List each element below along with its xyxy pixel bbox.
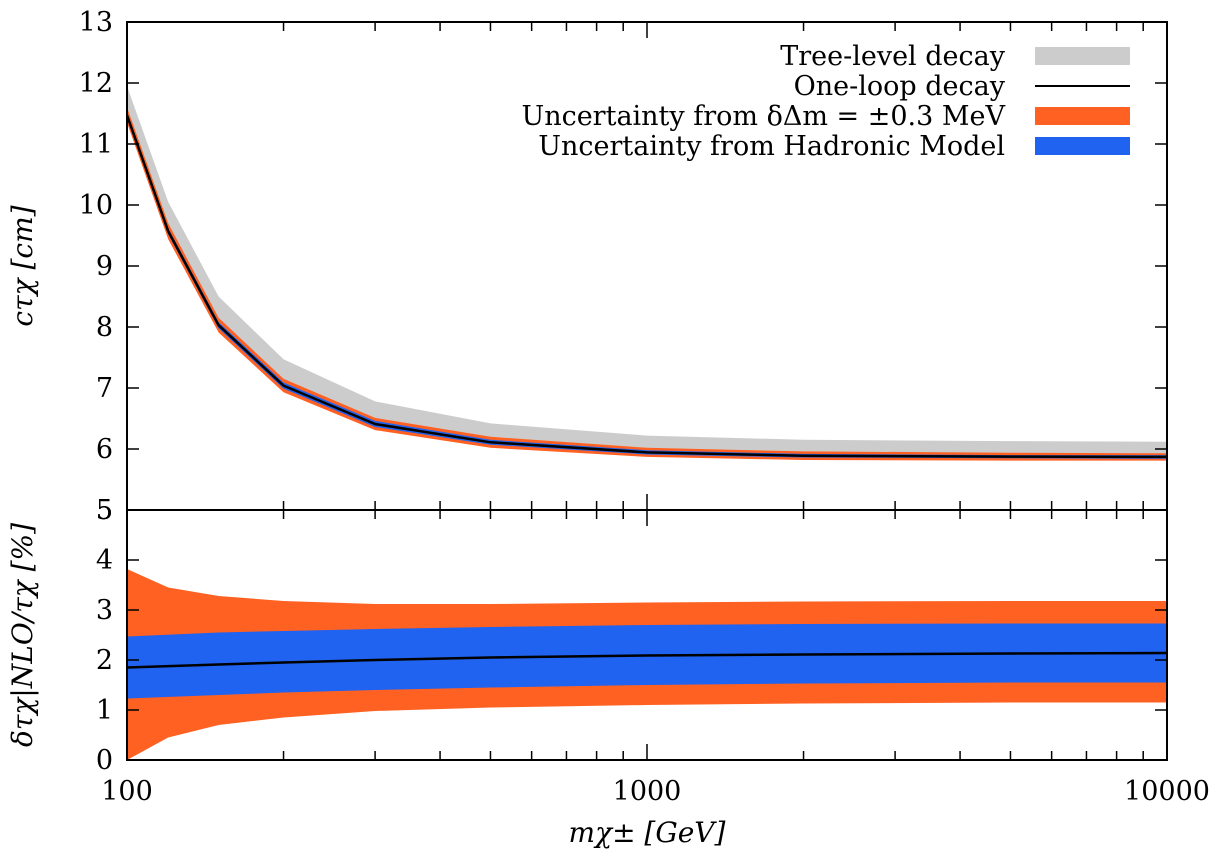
top-ytick-label: 11: [79, 129, 113, 160]
top-ytick-label: 13: [79, 7, 113, 38]
top-ytick-label: 8: [96, 312, 113, 343]
bottom-ytick-label: 1: [96, 695, 113, 726]
x-axis-label: mχ± [GeV]: [569, 816, 726, 849]
bottom-ytick-label: 4: [96, 545, 113, 576]
bottom-ytick-label: 2: [96, 645, 113, 676]
bottom-plot-area: [127, 569, 1167, 760]
top-ytick-label: 10: [79, 190, 113, 221]
x-tick-label: 100: [101, 776, 153, 807]
bottom-y-axis-label: δτχ|NLO/τχ [%]: [6, 523, 39, 747]
top-ytick-label: 12: [79, 68, 113, 99]
x-tick-label: 1000: [613, 776, 682, 807]
bottom-ytick-label: 3: [96, 595, 113, 626]
top-ytick-label: 9: [96, 251, 113, 282]
legend-label-tree-level-decay: Tree-level decay: [780, 41, 1006, 72]
legend-label-uncertainty-from-hadronic-model: Uncertainty from Hadronic Model: [538, 131, 1005, 162]
bottom-line-one-loop-decay: [127, 651, 1167, 669]
bottom-axes: 0 1 2 3 4 5 100 1000 10000: [96, 495, 1210, 807]
top-line-one-loop-decay: [127, 114, 1167, 459]
legend-label-uncertainty-from-m-0-3-mev: Uncertainty from δΔm = ±0.3 MeV: [521, 101, 1005, 132]
bottom-frame: [126, 509, 1168, 761]
top-y-axis-label: cτχ [cm]: [6, 205, 39, 326]
legend-swatch-tree-level-decay: [1035, 47, 1130, 65]
x-tick-label: 10000: [1124, 776, 1210, 807]
legend-swatch-uncertainty-from-m-0-3-mev: [1035, 107, 1130, 125]
bottom-panel: 0 1 2 3 4 5 100 1000 10000: [96, 495, 1210, 807]
top-plot-area: [127, 86, 1167, 461]
top-band-uncertainty-from-hadronic-model: [127, 112, 1167, 459]
top-ytick-label: 7: [96, 373, 113, 404]
top-panel: 5 6 7 8 9 10 11 12 13: [79, 7, 1168, 526]
legend-label-one-loop-decay: One-loop decay: [794, 71, 1006, 102]
top-ytick-label: 6: [96, 434, 113, 465]
bottom-ytick-label: 0: [96, 745, 113, 776]
top-ytick-label: 5: [96, 495, 113, 526]
legend-swatch-uncertainty-from-hadronic-model: [1035, 137, 1130, 155]
bottom-band-uncertainty-from-hadronic-model: [127, 623, 1167, 699]
bottom-ytick-label: 5: [96, 495, 113, 526]
top-axes: 5 6 7 8 9 10 11 12 13: [79, 7, 1167, 526]
